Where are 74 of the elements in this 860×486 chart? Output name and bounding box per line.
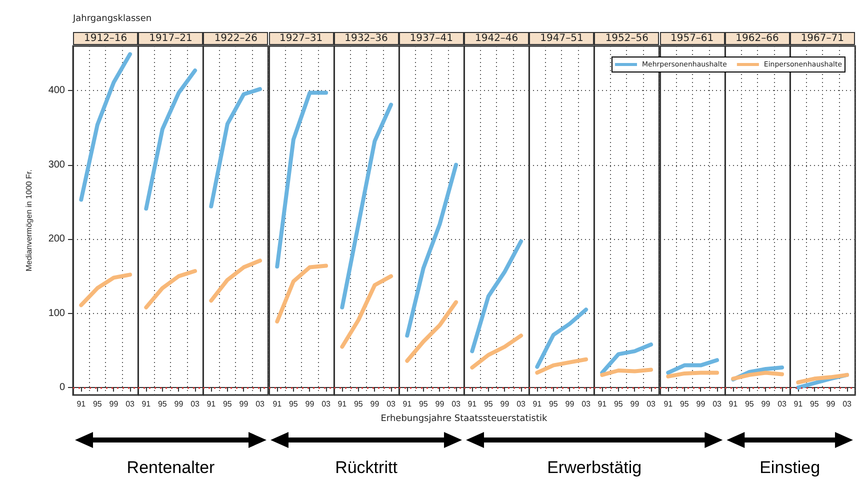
chart-title: 1942–46 (464, 32, 530, 45)
x-tick-label: 95 (223, 400, 233, 408)
x-tick-label: 03 (386, 400, 396, 408)
x-tick-label: 91 (272, 400, 282, 408)
x-tick-label: 95 (92, 400, 102, 408)
x-tick-label: 91 (663, 400, 673, 408)
x-tick-label: 91 (76, 400, 86, 408)
chart-title: 1962–66 (724, 32, 790, 45)
x-tick-label: 99 (304, 400, 314, 408)
x-tick-label: 99 (435, 400, 445, 408)
x-tick-label: 95 (549, 400, 559, 408)
x-tick-label: 03 (256, 400, 266, 408)
chart-title: 1927–31 (268, 32, 334, 45)
y-tick-label: 100 (48, 308, 66, 319)
y-tick-label: 200 (48, 234, 66, 245)
x-tick-label: 99 (630, 400, 640, 408)
x-tick-label: 03 (321, 400, 331, 408)
x-tick-label: 03 (777, 400, 787, 408)
x-tick-label: 99 (109, 400, 119, 408)
x-tick-label: 99 (696, 400, 706, 408)
x-tick-label: 95 (810, 400, 820, 408)
x-tick-label: 03 (190, 400, 200, 408)
line-series (79, 272, 132, 308)
chart-title: 1917–21 (138, 32, 204, 45)
x-tick-label: 95 (418, 400, 428, 408)
x-tick-label: 91 (207, 400, 216, 408)
x-tick-label: 03 (516, 400, 526, 408)
x-tick-label: 03 (126, 400, 136, 408)
y-tick-label: 0 (59, 382, 66, 394)
x-tick-label: 95 (484, 400, 494, 408)
x-tick-label: 99 (565, 400, 575, 408)
x-tick-label: 95 (354, 400, 364, 408)
x-tick-label: 03 (582, 400, 592, 408)
x-tick-label: 03 (646, 400, 656, 408)
x-tick-label: 99 (240, 400, 250, 408)
chart-title: 1922–26 (203, 32, 268, 45)
x-tick-label: 91 (337, 400, 347, 408)
text: Erhebungsjahre Staatssteuerstatistik (380, 414, 548, 424)
y-tick-label: 400 (48, 85, 66, 96)
line-series (79, 52, 132, 202)
chart-title: 1947–51 (529, 32, 594, 45)
y-tick-label: 300 (48, 159, 66, 170)
x-tick-label: 95 (288, 400, 298, 408)
text: Erwerbstätig (546, 458, 643, 478)
x-tick-label: 03 (712, 400, 722, 408)
x-tick-label: 99 (370, 400, 380, 408)
x-tick-label: 99 (760, 400, 770, 408)
text: Rücktritt (334, 458, 398, 478)
x-tick-label: 91 (468, 400, 478, 408)
x-tick-label: 95 (679, 400, 689, 408)
x-tick-label: 03 (842, 400, 852, 408)
chart-title: 1957–61 (660, 32, 725, 45)
chart-title: 1932–36 (334, 32, 399, 45)
chart-title: 1937–41 (398, 32, 464, 45)
x-tick-label: 03 (451, 400, 461, 408)
x-tick-label: 95 (614, 400, 624, 408)
text: Rentenalter (126, 458, 216, 478)
x-tick-label: 99 (826, 400, 836, 408)
text: Einstieg (758, 458, 822, 478)
x-tick-label: 91 (402, 400, 412, 408)
x-tick-label: 91 (598, 400, 608, 408)
chart-subtitle: Jahrgangsklassen (73, 14, 152, 24)
x-tick-label: 95 (744, 400, 754, 408)
x-tick-label: 91 (532, 400, 542, 408)
y-axis-title: Medianvermögen in 1000 Fr. (24, 170, 34, 272)
chart-title: 1912–16 (73, 32, 138, 45)
x-tick-label: 91 (142, 400, 152, 408)
chart-title: 1967–71 (790, 32, 855, 45)
x-tick-label: 91 (794, 400, 803, 408)
x-tick-label: 99 (174, 400, 184, 408)
x-tick-label: 91 (728, 400, 738, 408)
chart-title: 1952–56 (594, 32, 660, 45)
x-tick-label: 95 (158, 400, 168, 408)
x-tick-label: 99 (500, 400, 510, 408)
